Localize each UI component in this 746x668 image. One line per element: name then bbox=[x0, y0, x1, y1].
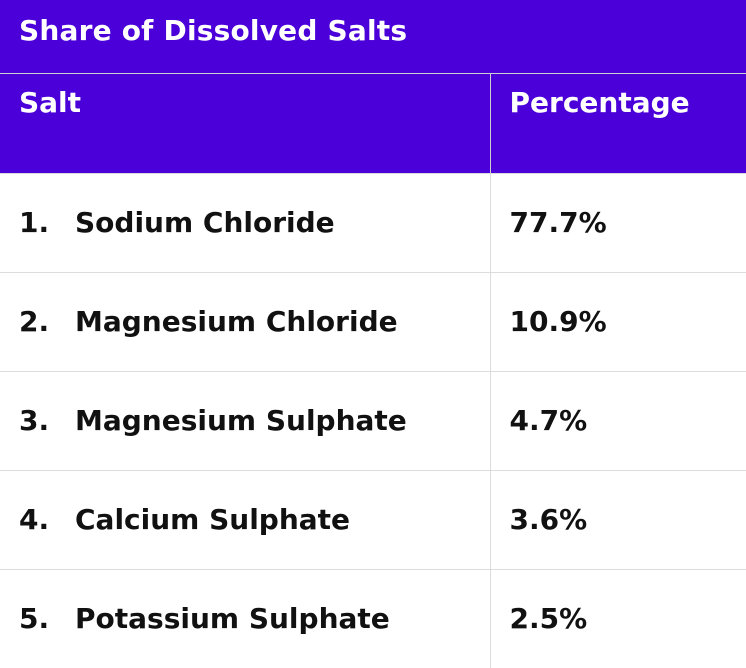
salt-name: Sodium Chloride bbox=[75, 206, 335, 239]
row-number: 3. bbox=[19, 404, 50, 437]
salt-name: Magnesium Chloride bbox=[75, 305, 398, 338]
table-title: Share of Dissolved Salts bbox=[19, 14, 408, 47]
header-row: Salt Percentage bbox=[0, 74, 746, 173]
percentage-cell: 3.6% bbox=[489, 469, 746, 569]
table-title-bar: Share of Dissolved Salts bbox=[0, 0, 746, 74]
salt-cell: 1. Sodium Chloride bbox=[0, 172, 490, 272]
column-header-percentage: Percentage bbox=[489, 74, 746, 173]
row-number: 2. bbox=[19, 305, 50, 338]
salt-name: Calcium Sulphate bbox=[75, 503, 351, 536]
row-number: 1. bbox=[19, 206, 50, 239]
percentage-cell: 2.5% bbox=[489, 568, 746, 668]
table-row: 2. Magnesium Chloride 10.9% bbox=[0, 271, 746, 371]
table-row: 4. Calcium Sulphate 3.6% bbox=[0, 469, 746, 569]
percentage-cell: 10.9% bbox=[489, 271, 746, 371]
table-row: 5. Potassium Sulphate 2.5% bbox=[0, 568, 746, 668]
salt-cell: 5. Potassium Sulphate bbox=[0, 568, 490, 668]
table-row: 1. Sodium Chloride 77.7% bbox=[0, 172, 746, 272]
salt-name: Magnesium Sulphate bbox=[75, 404, 407, 437]
row-number: 4. bbox=[19, 503, 50, 536]
salt-cell: 4. Calcium Sulphate bbox=[0, 469, 490, 569]
salts-table: Salt Percentage 1. Sodium Chloride 77.7% … bbox=[0, 74, 746, 668]
percentage-cell: 77.7% bbox=[489, 172, 746, 272]
salt-cell: 3. Magnesium Sulphate bbox=[0, 370, 490, 470]
table-row: 3. Magnesium Sulphate 4.7% bbox=[0, 370, 746, 470]
salt-name: Potassium Sulphate bbox=[75, 602, 390, 636]
row-number: 5. bbox=[19, 602, 50, 636]
column-header-salt: Salt bbox=[0, 74, 490, 173]
salt-cell: 2. Magnesium Chloride bbox=[0, 271, 490, 371]
percentage-cell: 4.7% bbox=[489, 370, 746, 470]
